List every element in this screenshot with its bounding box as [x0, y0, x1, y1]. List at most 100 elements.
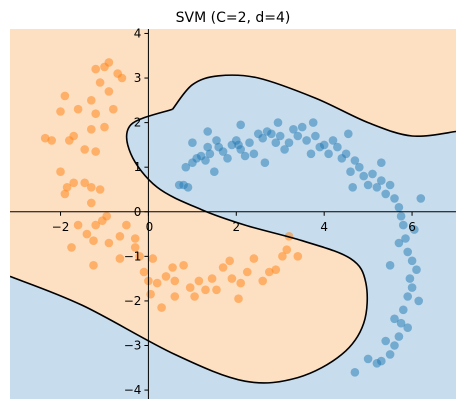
class-1-points — [40, 58, 303, 312]
data-point — [161, 272, 171, 281]
data-point — [333, 142, 342, 152]
data-point — [130, 234, 140, 243]
data-point — [80, 145, 89, 154]
data-point — [104, 58, 114, 67]
data-point — [293, 131, 303, 141]
data-point — [80, 178, 89, 188]
data-point — [396, 211, 406, 221]
data-point — [95, 185, 105, 194]
data-point — [236, 145, 245, 154]
y-axis-ticks: −4 −3 −2 −1 0 1 2 3 4 — [124, 26, 149, 397]
x-tick-label: −2 — [52, 220, 70, 234]
data-point — [236, 120, 245, 130]
data-point — [302, 136, 311, 145]
data-point — [396, 318, 406, 328]
data-point — [234, 294, 243, 304]
data-point — [135, 251, 144, 261]
data-point — [95, 78, 105, 87]
decision-boundary — [171, 74, 456, 138]
data-point — [407, 283, 417, 292]
data-point — [372, 359, 382, 368]
data-point — [188, 138, 197, 147]
data-point — [355, 162, 364, 172]
y-tick-label: −4 — [124, 383, 142, 397]
data-point — [399, 220, 408, 230]
data-point — [227, 274, 237, 283]
data-point — [60, 91, 70, 101]
data-point — [89, 261, 98, 270]
data-point — [265, 267, 274, 277]
data-point — [102, 211, 111, 221]
data-point — [346, 167, 355, 176]
data-point — [152, 278, 162, 288]
data-point — [223, 154, 232, 163]
data-point — [271, 265, 281, 275]
data-point — [407, 256, 417, 266]
data-point — [399, 305, 408, 315]
data-point — [148, 254, 158, 263]
data-point — [89, 236, 98, 245]
data-point — [284, 138, 294, 147]
data-point — [311, 131, 320, 141]
x-tick-label: 2 — [232, 220, 240, 234]
y-tick-label: −1 — [124, 249, 142, 263]
data-point — [87, 96, 96, 105]
data-point — [218, 263, 228, 272]
data-point — [275, 131, 285, 141]
data-point — [348, 183, 358, 192]
data-point — [73, 104, 83, 114]
y-tick-label: 4 — [134, 26, 142, 40]
y-tick-label: −2 — [124, 294, 142, 308]
data-point — [390, 314, 399, 324]
data-point — [210, 167, 219, 176]
data-point — [190, 292, 199, 301]
data-point — [394, 332, 404, 341]
data-point — [258, 276, 268, 286]
data-point — [205, 149, 215, 159]
data-point — [308, 118, 318, 127]
data-point — [201, 285, 210, 295]
x-tick-label: 6 — [408, 220, 416, 234]
data-point — [249, 254, 259, 263]
data-point — [91, 64, 100, 74]
data-point — [130, 243, 140, 252]
data-point — [414, 296, 424, 306]
data-point — [236, 278, 245, 288]
data-point — [104, 238, 114, 248]
data-point — [146, 289, 155, 299]
region-orange — [10, 29, 456, 383]
data-point — [282, 245, 292, 254]
data-point — [91, 220, 100, 230]
data-point — [403, 323, 413, 333]
data-point — [115, 232, 125, 241]
data-point — [170, 292, 180, 301]
data-point — [401, 234, 410, 243]
data-point — [40, 133, 50, 143]
x-tick-label: 4 — [320, 220, 328, 234]
data-point — [56, 107, 65, 116]
data-point — [385, 261, 395, 270]
y-tick-label: 0 — [134, 205, 142, 219]
data-point — [243, 267, 252, 277]
data-point — [280, 145, 289, 154]
data-point — [341, 149, 351, 159]
data-point — [179, 261, 188, 270]
data-point — [410, 225, 419, 234]
data-point — [185, 283, 195, 292]
data-point — [390, 341, 399, 350]
data-point — [240, 151, 250, 161]
data-point — [372, 183, 382, 192]
data-point — [100, 122, 109, 132]
data-point — [212, 136, 221, 145]
data-point — [377, 176, 386, 185]
data-point — [385, 180, 395, 190]
data-point — [324, 149, 333, 159]
y-tick-label: 2 — [134, 116, 142, 130]
data-point — [117, 73, 127, 83]
data-point — [60, 189, 70, 199]
data-point — [168, 263, 177, 272]
data-point — [109, 104, 118, 114]
data-point — [405, 274, 415, 283]
data-point — [390, 194, 399, 203]
data-point — [278, 251, 287, 261]
